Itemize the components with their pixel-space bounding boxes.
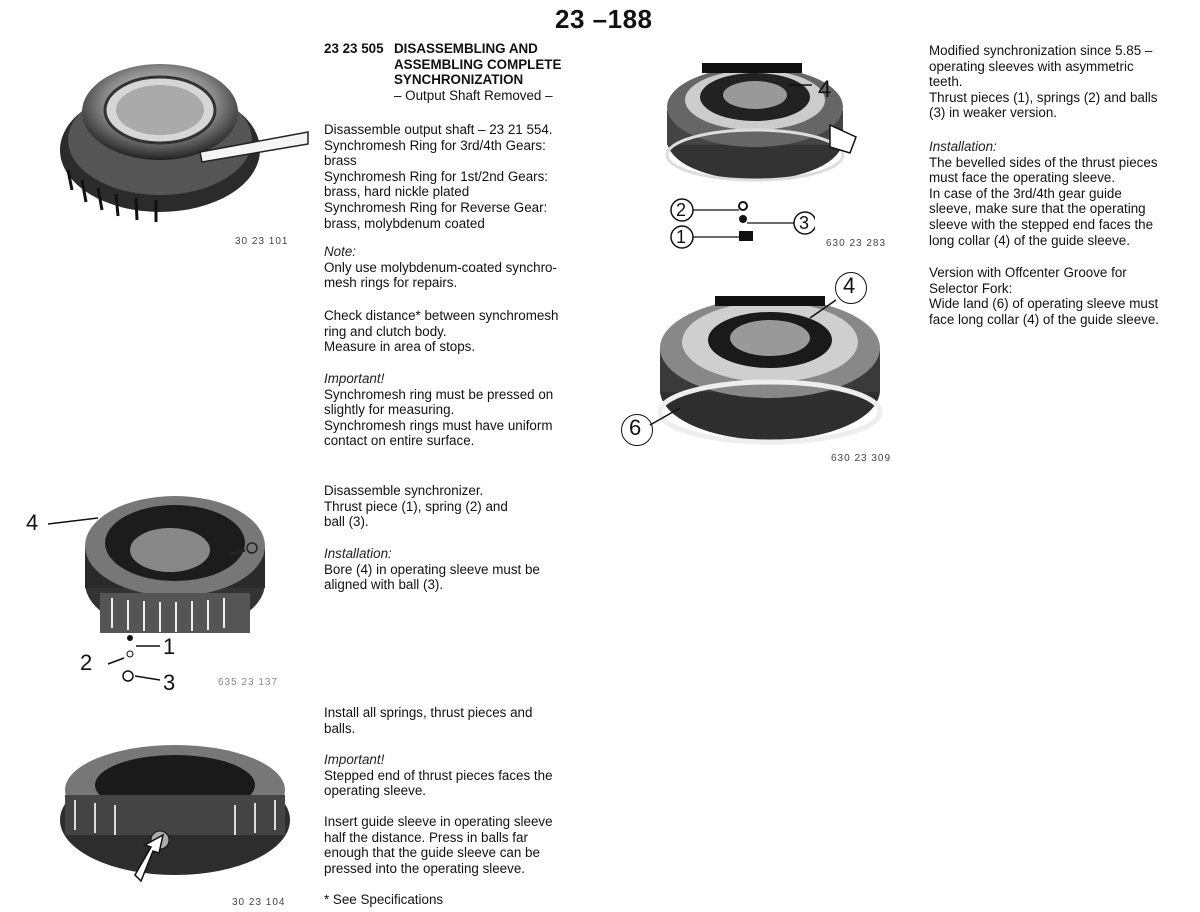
figure4-label-2: 2 <box>676 200 687 220</box>
section-heading: 23 23 505 DISASSEMBLING AND ASSEMBLING CO… <box>324 41 561 103</box>
figure-gear-synchro-ring <box>60 64 309 222</box>
offcenter-groove-block: Version with Offcenter Groove for Select… <box>929 265 1159 327</box>
disassemble-synchronizer-block: Disassemble synchronizer. Thrust piece (… <box>324 483 508 530</box>
figure-code-30-23-104: 30 23 104 <box>232 897 286 908</box>
text-line: Disassemble synchronizer. <box>324 483 484 498</box>
figure-code-630-23-283: 630 23 283 <box>826 238 887 249</box>
text-line: teeth. <box>929 74 963 90</box>
text-line: long collar (4) of the guide sleeve. <box>929 232 1130 248</box>
figure-code-635-23-137: 635 23 137 <box>218 677 279 688</box>
figure2-label-3: 3 <box>163 670 176 695</box>
text-line: The bevelled sides of the thrust pieces <box>929 154 1158 170</box>
text-line: (3) in weaker version. <box>929 105 1058 121</box>
figure4-label-3: 3 <box>799 213 810 233</box>
text-line: ball (3). <box>324 514 369 530</box>
text-line: ring and clutch body. <box>324 323 447 339</box>
note-label: Note: <box>324 244 357 259</box>
page-number: 23 –188 <box>555 4 653 34</box>
text-line: brass, hard nickle plated <box>324 184 470 200</box>
important-label: Important! <box>324 371 385 386</box>
text-line: Measure in area of stops. <box>324 339 476 355</box>
text-line: Disassemble output shaft – 23 21 554. <box>324 122 553 137</box>
installation-block-1: Installation: Bore (4) in operating slee… <box>324 546 540 593</box>
section-title-line-2: ASSEMBLING COMPLETE <box>394 56 562 72</box>
installation-block-2: Installation: The bevelled sides of the … <box>929 139 1158 248</box>
insert-guide-sleeve-block: Insert guide sleeve in operating sleeve … <box>324 814 553 876</box>
text-line: Thrust pieces (1), springs (2) and balls <box>929 89 1158 105</box>
installation-label: Installation: <box>324 546 392 561</box>
text-line: Modified synchronization since 5.85 – <box>929 43 1153 58</box>
text-line: Synchromesh ring must be pressed on <box>324 386 554 402</box>
figure-code-30-23-101: 30 23 101 <box>235 236 289 247</box>
figure2-label-1: 1 <box>163 634 176 659</box>
text-line: Install all springs, thrust pieces and <box>324 705 533 720</box>
text-line: mesh rings for repairs. <box>324 275 458 291</box>
installation-label: Installation: <box>929 139 997 154</box>
text-line: pressed into the operating sleeve. <box>324 860 525 876</box>
figure-modified-synchronization <box>665 63 857 182</box>
text-line: brass <box>324 153 357 169</box>
figure5-label-6: 6 <box>629 415 642 440</box>
figure-offcenter-groove <box>649 296 883 445</box>
section-title-line-3: SYNCHRONIZATION <box>394 72 524 88</box>
section-title-line-4: – Output Shaft Removed – <box>394 87 553 103</box>
text-line: Wide land (6) of operating sleeve must <box>929 296 1159 312</box>
install-all-block: Install all springs, thrust pieces and b… <box>324 705 532 736</box>
text-line: Version with Offcenter Groove for <box>929 265 1127 280</box>
text-line: sleeve, make sure that the operating <box>929 201 1146 217</box>
text-line: Synchromesh Ring for 1st/2nd Gears: <box>324 168 549 184</box>
important-block-1: Important! Synchromesh ring must be pres… <box>324 371 553 449</box>
text-line: Synchromesh rings must have uniform <box>324 417 553 433</box>
text-line: enough that the guide sleeve can be <box>324 845 540 861</box>
text-line: must face the operating sleeve. <box>929 170 1116 186</box>
text-line: operating sleeves with asymmetric <box>929 58 1134 74</box>
text-line: Stepped end of thrust pieces faces the <box>324 767 553 783</box>
text-line: Insert guide sleeve in operating sleeve <box>324 814 553 829</box>
text-line: face long collar (4) of the guide sleeve… <box>929 311 1160 327</box>
figure-guide-sleeve-insert <box>60 745 290 883</box>
footnote: * See Specifications <box>324 892 444 907</box>
output-shaft-block: Disassemble output shaft – 23 21 554. Sy… <box>324 122 553 231</box>
modified-synchronization-block: Modified synchronization since 5.85 – op… <box>929 43 1157 121</box>
figure-thrust-piece-parts <box>670 198 815 249</box>
text-line: Synchromesh Ring for 3rd/4th Gears: <box>324 137 546 153</box>
figure5-label-4: 4 <box>843 273 856 298</box>
text-line: In case of the 3rd/4th gear guide <box>929 185 1122 201</box>
text-line: operating sleeve. <box>324 783 426 799</box>
figure5-label-6-circle <box>621 414 653 446</box>
check-distance-block: Check distance* between synchromesh ring… <box>324 308 558 355</box>
important-label: Important! <box>324 752 385 767</box>
figure-synchronizer-thrust-piece <box>47 496 265 682</box>
section-title-line-1: DISASSEMBLING AND <box>394 41 538 56</box>
figure2-label-4: 4 <box>26 510 39 535</box>
text-line: contact on entire surface. <box>324 433 475 449</box>
figure4-label-4: 4 <box>818 76 832 103</box>
text-line: slightly for measuring. <box>324 402 455 418</box>
text-line: Check distance* between synchromesh <box>324 308 559 323</box>
section-code: 23 23 505 <box>324 41 384 56</box>
important-block-2: Important! Stepped end of thrust pieces … <box>324 752 553 799</box>
figure5-label-4-circle <box>835 272 867 304</box>
text-line: Synchromesh Ring for Reverse Gear: <box>324 199 548 215</box>
text-line: balls. <box>324 720 356 736</box>
text-line: Only use molybdenum-coated synchro- <box>324 259 557 275</box>
text-line: brass, molybdenum coated <box>324 215 485 231</box>
text-line: aligned with ball (3). <box>324 577 444 593</box>
text-line: half the distance. Press in balls far <box>324 829 528 845</box>
note-block: Note: Only use molybdenum-coated synchro… <box>324 244 557 291</box>
figure-code-630-23-309: 630 23 309 <box>831 453 892 464</box>
figure2-label-2: 2 <box>80 650 93 675</box>
text-line: sleeve with the stepped end faces the <box>929 216 1154 232</box>
text-line: Bore (4) in operating sleeve must be <box>324 561 540 577</box>
text-line: Thrust piece (1), spring (2) and <box>324 498 508 514</box>
figure4-label-1: 1 <box>676 227 687 247</box>
text-line: Selector Fork: <box>929 280 1013 296</box>
